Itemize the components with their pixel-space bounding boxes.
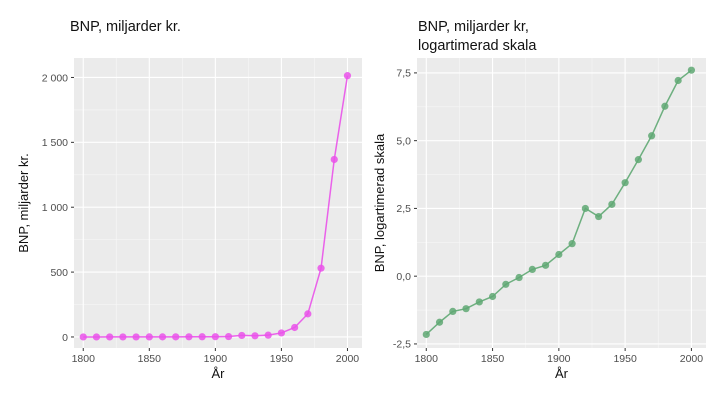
x-tick-label: 1900 bbox=[204, 353, 228, 365]
x-tick-label: 1800 bbox=[415, 353, 439, 365]
data-point bbox=[621, 179, 629, 187]
y-tick-label: 0,0 bbox=[396, 271, 411, 283]
y-tick-label: 1 500 bbox=[42, 137, 68, 149]
plot-panel bbox=[74, 58, 362, 348]
y-tick-label: 5,0 bbox=[396, 135, 411, 147]
data-point bbox=[277, 329, 286, 337]
y-axis-title: BNP, miljarder kr. bbox=[16, 153, 31, 252]
data-point bbox=[211, 333, 219, 341]
y-tick-label: 2 000 bbox=[42, 72, 68, 84]
data-point bbox=[224, 332, 233, 341]
chart-1: 1800 1850 1900 1950 2000 0 500 1 000 1 500 2 000 B… bbox=[16, 19, 362, 381]
data-point bbox=[449, 307, 457, 316]
chart-title: logartimerad skala bbox=[418, 38, 537, 54]
data-point bbox=[330, 155, 338, 164]
data-point bbox=[343, 72, 352, 80]
data-point bbox=[502, 280, 510, 288]
x-tick-label: 1800 bbox=[72, 353, 96, 365]
chart-2: 1800 1850 1900 1950 2000 -2,5 0,0 2,5 5,0 7,5 BNP,… bbox=[372, 19, 706, 381]
data-point bbox=[304, 310, 312, 318]
data-point bbox=[172, 333, 180, 341]
x-tick-label: 1900 bbox=[547, 353, 571, 365]
data-point bbox=[251, 332, 259, 340]
y-tick-label: -2,5 bbox=[393, 339, 411, 351]
x-axis-title: År bbox=[555, 366, 569, 381]
y-tick-label: 0 bbox=[62, 332, 68, 344]
data-point bbox=[238, 331, 246, 340]
x-tick-label: 2000 bbox=[680, 353, 704, 365]
data-point bbox=[674, 76, 682, 85]
chart-title: BNP, miljarder kr, bbox=[418, 19, 529, 35]
plot-panel bbox=[417, 58, 706, 348]
y-tick-label: 500 bbox=[50, 267, 68, 279]
data-point bbox=[568, 240, 576, 248]
data-point bbox=[435, 318, 444, 326]
data-point bbox=[145, 333, 153, 341]
x-tick-label: 1950 bbox=[270, 353, 294, 365]
data-point bbox=[634, 156, 642, 164]
data-point bbox=[317, 264, 325, 272]
data-point bbox=[475, 298, 483, 306]
data-point bbox=[132, 333, 140, 341]
data-point bbox=[528, 265, 536, 274]
data-point bbox=[648, 132, 656, 140]
y-tick-label: 2,5 bbox=[396, 203, 411, 215]
data-point bbox=[264, 331, 272, 339]
data-point bbox=[79, 333, 87, 341]
y-axis-title: BNP, logartimerad skala bbox=[372, 133, 387, 272]
data-point bbox=[608, 200, 616, 208]
x-tick-label: 2000 bbox=[336, 353, 360, 365]
y-tick-label: 7,5 bbox=[396, 68, 411, 80]
x-tick-label: 1850 bbox=[481, 353, 505, 365]
chart-title: BNP, miljarder kr. bbox=[70, 19, 181, 35]
data-point bbox=[595, 212, 603, 221]
data-point bbox=[661, 102, 669, 110]
data-point bbox=[198, 333, 206, 341]
x-axis-title: År bbox=[212, 366, 226, 381]
data-point bbox=[541, 261, 550, 269]
x-tick-label: 1850 bbox=[138, 353, 162, 365]
data-point bbox=[488, 292, 497, 301]
data-point bbox=[515, 273, 523, 282]
data-point bbox=[462, 305, 470, 313]
data-point bbox=[92, 333, 101, 341]
x-tick-label: 1950 bbox=[613, 353, 637, 365]
data-point bbox=[158, 333, 167, 341]
data-point bbox=[106, 333, 114, 341]
data-point bbox=[687, 66, 696, 74]
data-point bbox=[555, 250, 563, 259]
data-point bbox=[581, 204, 589, 213]
data-point bbox=[291, 323, 299, 332]
data-point bbox=[119, 333, 127, 341]
data-point bbox=[185, 333, 193, 341]
data-point bbox=[422, 330, 430, 339]
y-tick-label: 1 000 bbox=[42, 202, 68, 214]
